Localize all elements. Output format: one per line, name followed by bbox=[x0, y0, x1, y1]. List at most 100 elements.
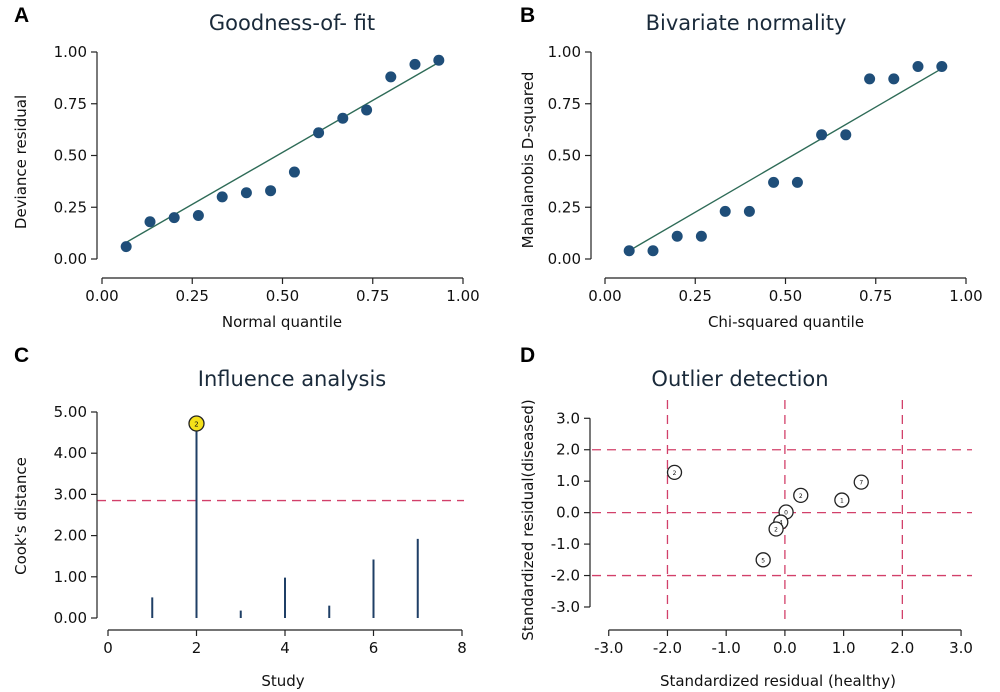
y-axis-label: Standardized residual(diseased) bbox=[519, 399, 537, 640]
x-tick-label: 3.0 bbox=[949, 639, 973, 657]
chart-title: Influence analysis bbox=[198, 367, 386, 391]
x-tick-label: 0.0 bbox=[773, 639, 797, 657]
panel-outlier-detection: D Outlier detection -3.0 -2.0 -1.0 0.0 1.0 2.0 3… bbox=[519, 344, 973, 690]
data-point bbox=[623, 245, 635, 257]
study-point-label: 1 bbox=[840, 498, 844, 505]
x-tick-label: -2.0 bbox=[653, 639, 682, 657]
data-point bbox=[265, 185, 277, 197]
y-tick-label: 0.25 bbox=[548, 198, 581, 216]
data-point bbox=[936, 60, 948, 72]
x-tick-label: -1.0 bbox=[712, 639, 741, 657]
data-point bbox=[840, 129, 852, 141]
panel-letter: B bbox=[520, 4, 535, 27]
study-point bbox=[853, 474, 869, 490]
data-point bbox=[912, 60, 924, 72]
x-tick-label: 2 bbox=[192, 639, 202, 657]
data-point bbox=[719, 205, 731, 217]
data-point bbox=[337, 112, 349, 124]
y-tick-label: 0.00 bbox=[548, 250, 581, 268]
y-tick-label: 0.75 bbox=[54, 95, 87, 113]
y-axis-label: Cook's distance bbox=[12, 457, 30, 575]
y-tick-label: 0.50 bbox=[54, 147, 87, 165]
data-point bbox=[288, 166, 300, 178]
study-point-label: 2 bbox=[673, 470, 677, 477]
data-point bbox=[864, 73, 876, 85]
panel-letter: D bbox=[520, 344, 535, 367]
y-tick-label: 1.00 bbox=[548, 43, 581, 61]
x-tick-label: 4 bbox=[280, 639, 290, 657]
x-tick-label: 1.0 bbox=[832, 639, 856, 657]
x-tick-label: 0.75 bbox=[859, 287, 892, 305]
x-tick-label: 0.50 bbox=[266, 287, 299, 305]
study-point bbox=[793, 487, 809, 503]
y-tick-label: 0.75 bbox=[548, 95, 581, 113]
study-point bbox=[768, 521, 784, 537]
data-point bbox=[695, 230, 707, 242]
data-point bbox=[192, 210, 204, 222]
y-axis-label: Deviance residual bbox=[12, 95, 30, 229]
panel-goodness-of-fit: A Goodness-of- fit 0.00 0.25 0.50 0.75 1.00 0.0… bbox=[12, 4, 480, 331]
data-point bbox=[385, 71, 397, 83]
y-tick-label: 4.00 bbox=[54, 444, 87, 462]
data-point bbox=[313, 127, 325, 139]
x-tick-label: 1.00 bbox=[446, 287, 479, 305]
chart-title: Outlier detection bbox=[651, 367, 828, 391]
data-point bbox=[433, 54, 445, 66]
y-tick-label: 1.00 bbox=[54, 568, 87, 586]
x-tick-label: -3.0 bbox=[594, 639, 623, 657]
x-tick-label: 1.00 bbox=[949, 287, 982, 305]
data-point bbox=[768, 176, 780, 188]
x-tick-label: 0.50 bbox=[769, 287, 802, 305]
study-point-label: 2 bbox=[799, 493, 803, 500]
data-point bbox=[120, 241, 132, 253]
y-tick-label: -2.0 bbox=[551, 567, 580, 585]
panel-bivariate-normality: B Bivariate normality 0.00 0.25 0.50 0.75 1.00… bbox=[519, 4, 983, 331]
x-tick-label: 0.75 bbox=[356, 287, 389, 305]
study-point bbox=[666, 464, 683, 481]
x-tick-label: 0.25 bbox=[176, 287, 209, 305]
y-tick-label: 0.00 bbox=[54, 250, 87, 268]
data-point bbox=[647, 245, 659, 257]
y-tick-label: 0.50 bbox=[548, 147, 581, 165]
data-point bbox=[671, 230, 683, 242]
x-tick-label: 0.00 bbox=[85, 287, 118, 305]
data-point bbox=[216, 191, 228, 203]
x-axis-label: Study bbox=[261, 672, 304, 690]
y-tick-label: 0.25 bbox=[54, 198, 87, 216]
y-tick-label: 3.0 bbox=[556, 409, 580, 427]
study-point bbox=[834, 492, 850, 508]
y-tick-label: -3.0 bbox=[551, 598, 580, 616]
y-tick-label: 2.00 bbox=[54, 527, 87, 545]
x-tick-label: 0.00 bbox=[588, 287, 621, 305]
y-axis-label: Mahalanobis D-squared bbox=[519, 72, 537, 249]
x-tick-label: 8 bbox=[457, 639, 467, 657]
y-tick-label: -1.0 bbox=[551, 535, 580, 553]
y-tick-label: 5.00 bbox=[54, 403, 87, 421]
panel-letter: A bbox=[14, 4, 29, 27]
panel-influence-analysis: C Influence analysis 0.00 1.00 2.00 3.00 4.00 5… bbox=[12, 344, 467, 690]
data-point bbox=[144, 216, 156, 228]
x-axis-label: Normal quantile bbox=[222, 313, 342, 331]
y-tick-label: 1.00 bbox=[54, 43, 87, 61]
study-point-label: 2 bbox=[774, 526, 778, 533]
data-point bbox=[409, 58, 421, 70]
study-point-label: 7 bbox=[859, 480, 863, 487]
y-tick-label: 0.00 bbox=[54, 609, 87, 627]
x-axis-label: Chi-squared quantile bbox=[708, 313, 864, 331]
study-point-label: 5 bbox=[761, 557, 765, 564]
fit-line bbox=[628, 67, 943, 252]
chart-title: Goodness-of- fit bbox=[209, 11, 375, 35]
x-tick-label: 0.25 bbox=[679, 287, 712, 305]
chart-title: Bivariate normality bbox=[646, 11, 847, 35]
x-tick-label: 0 bbox=[103, 639, 113, 657]
data-point bbox=[743, 205, 755, 217]
y-tick-label: 2.0 bbox=[556, 441, 580, 459]
y-tick-label: 0.0 bbox=[556, 504, 580, 522]
data-point bbox=[888, 73, 900, 85]
fit-line bbox=[125, 61, 440, 244]
data-point bbox=[816, 129, 828, 141]
panel-letter: C bbox=[14, 344, 29, 367]
study-point bbox=[755, 552, 771, 568]
marker-label: 2 bbox=[194, 421, 198, 429]
study-point-label: 0 bbox=[784, 510, 788, 517]
